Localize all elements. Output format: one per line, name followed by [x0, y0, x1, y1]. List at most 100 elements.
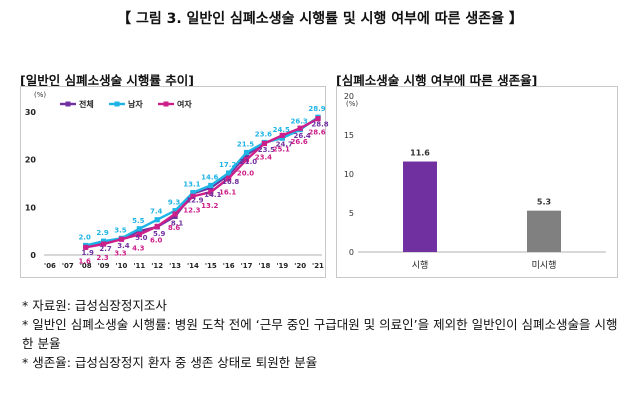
- line-x-tick-label: '14: [187, 262, 199, 270]
- line-x-tick-label: '19: [276, 262, 288, 270]
- line-data-label-0: 28.8: [311, 121, 328, 129]
- bar-y-tick-label: 0: [349, 248, 354, 257]
- bar-1: [527, 210, 561, 252]
- line-x-tick-label: '15: [205, 262, 217, 270]
- line-data-label-2: 2.3: [96, 254, 109, 262]
- line-point-1: [101, 238, 107, 244]
- line-data-label-2: 12.3: [183, 206, 200, 214]
- line-data-label-1: 28.9: [308, 105, 325, 113]
- line-data-label-1: 21.5: [237, 141, 254, 149]
- line-data-label-2: 28.6: [308, 129, 325, 137]
- bar-y-tick-label: 20: [344, 92, 354, 101]
- line-y-tick-label: 30: [25, 108, 37, 117]
- line-y-tick-label: 10: [25, 203, 37, 212]
- line-data-label-2: 16.1: [219, 188, 236, 196]
- bar-category-label: 시행: [412, 259, 429, 271]
- line-point-1: [243, 149, 250, 156]
- line-data-label-2: 25.1: [273, 145, 290, 153]
- line-x-tick-label: '11: [133, 262, 145, 270]
- line-point-2: [279, 132, 285, 138]
- line-x-tick-label: '16: [223, 262, 235, 270]
- line-data-label-0: 21.0: [240, 158, 257, 166]
- line-point-2: [154, 223, 160, 229]
- line-data-label-2: 26.6: [290, 138, 307, 146]
- footnote-source: * 자료원: 급성심장정지조사: [22, 298, 167, 313]
- bar-chart-title: [심폐소생술 시행 여부에 따른 생존율]: [336, 73, 538, 88]
- line-data-label-0: 14.1: [204, 191, 221, 199]
- line-point-2: [83, 244, 89, 250]
- line-data-label-0: 5.9: [153, 230, 166, 238]
- footnote-survival: * 생존율: 급성심장정지 환자 중 생존 상태로 퇴원한 분율: [22, 355, 318, 370]
- line-point-1: [279, 135, 285, 141]
- line-x-tick-label: '06: [44, 262, 56, 270]
- legend-entry-label: 전체: [79, 99, 94, 109]
- legend-swatch-marker: [65, 101, 71, 107]
- line-point-2: [226, 175, 232, 181]
- line-data-label-0: 26.4: [293, 132, 310, 140]
- line-data-label-0: 1.9: [82, 249, 95, 257]
- bar-value-label: 11.6: [410, 149, 430, 158]
- line-point-2: [243, 157, 250, 163]
- line-point-1: [190, 189, 196, 196]
- figure-title: 【 그림 3. 일반인 심폐소생술 시행률 및 시행 여부에 따른 생존율 】: [117, 11, 523, 27]
- line-y-tick-label: 0: [30, 251, 36, 260]
- line-point-2: [261, 140, 267, 147]
- legend-swatch-marker: [114, 101, 120, 107]
- line-x-tick-label: '10: [116, 262, 128, 270]
- line-point-1: [136, 226, 142, 232]
- line-data-label-1: 14.6: [201, 173, 218, 181]
- line-x-tick-label: '21: [312, 262, 324, 270]
- line-point-2: [101, 241, 107, 247]
- line-data-label-0: 5.0: [135, 234, 148, 242]
- line-data-label-1: 9.3: [168, 199, 181, 207]
- line-data-label-1: 24.5: [273, 126, 290, 134]
- line-data-label-1: 26.3: [290, 118, 307, 126]
- line-point-1: [226, 170, 232, 176]
- legend-swatch-marker: [163, 101, 169, 107]
- legend-entry-label: 여자: [177, 99, 192, 109]
- line-data-label-2: 8.6: [168, 224, 181, 232]
- line-data-label-0: 16.8: [222, 178, 239, 186]
- line-point-2: [172, 211, 178, 217]
- bar-value-label: 5.3: [537, 198, 551, 207]
- line-point-2: [297, 125, 303, 131]
- line-data-label-1: 17.2: [219, 161, 236, 169]
- line-data-label-0: 12.9: [186, 197, 203, 205]
- line-point-2: [190, 193, 196, 199]
- bar-chart-panel: [336, 86, 618, 278]
- bar-category-label: 미시행: [532, 259, 557, 271]
- line-x-tick-label: '12: [151, 262, 163, 270]
- line-point-2: [208, 189, 214, 195]
- line-data-label-1: 2.0: [79, 233, 92, 241]
- line-series-1: [85, 116, 319, 247]
- line-chart-panel: [20, 86, 326, 278]
- line-x-tick-label: '17: [241, 262, 253, 270]
- line-point-2: [315, 116, 321, 122]
- line-data-label-2: 1.6: [79, 257, 92, 265]
- line-data-label-1: 7.4: [150, 208, 163, 216]
- bar-y-tick-label: 5: [349, 209, 354, 218]
- footnotes: * 자료원: 급성심장정지조사 * 일반인 심폐소생술 시행률: 병원 도착 전…: [22, 296, 622, 372]
- line-data-label-1: 23.6: [255, 131, 272, 139]
- legend-entry-label: 남자: [128, 99, 143, 109]
- line-data-label-1: 2.9: [96, 229, 109, 237]
- line-data-label-0: 23.5: [258, 146, 275, 154]
- line-data-label-1: 3.5: [114, 226, 127, 234]
- line-data-label-1: 5.5: [132, 217, 145, 225]
- line-x-tick-label: '08: [80, 262, 92, 270]
- line-y-tick-label: 20: [25, 156, 37, 165]
- line-point-1: [154, 217, 160, 223]
- line-data-label-2: 3.3: [114, 249, 127, 257]
- bar-y-tick-label: 10: [344, 170, 354, 179]
- line-data-label-1: 13.1: [183, 181, 200, 189]
- bar-0: [403, 161, 437, 252]
- line-chart-title: [일반인 심폐소생술 시행률 추이]: [20, 73, 194, 88]
- line-data-label-0: 2.7: [99, 245, 112, 253]
- line-series-2: [85, 117, 319, 249]
- line-data-label-2: 23.4: [255, 153, 272, 161]
- line-data-label-2: 4.3: [132, 245, 145, 253]
- line-unit-label: (%): [34, 91, 46, 99]
- line-x-tick-label: '20: [294, 262, 306, 270]
- line-point-1: [208, 182, 214, 189]
